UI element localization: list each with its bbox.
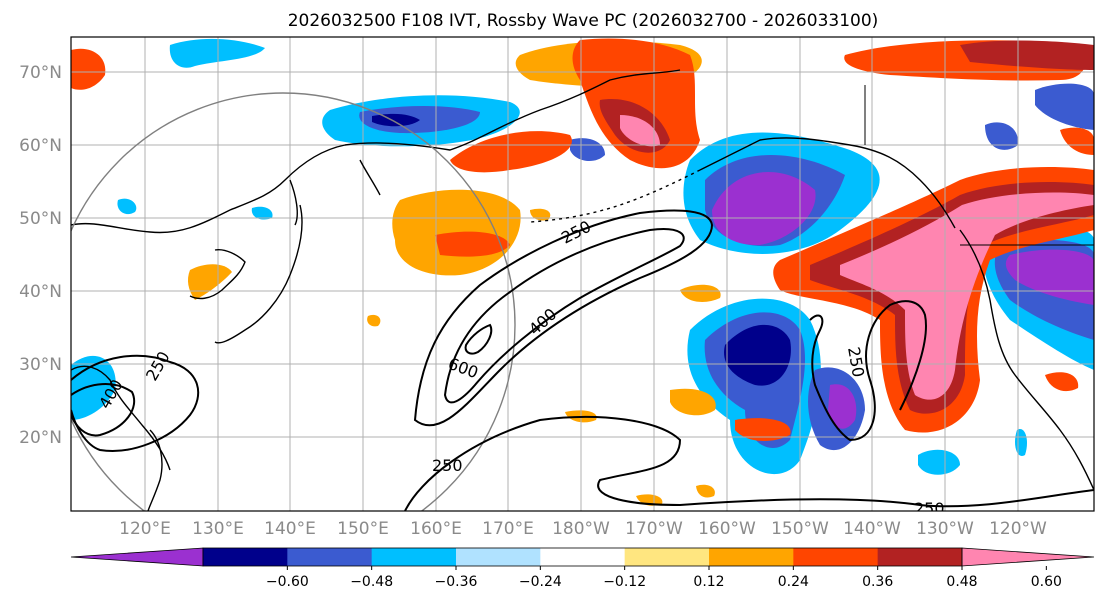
longitude-labels: 120°E 130°E 140°E 150°E 160°E 170°E 180°… xyxy=(119,519,1047,539)
ivt-blob-positive xyxy=(1045,372,1079,392)
lon-label: 150°W xyxy=(771,519,829,539)
contour-600 xyxy=(464,323,493,355)
colorbar-tick-label: 0.48 xyxy=(946,574,977,590)
ivt-blob-negative xyxy=(918,449,960,475)
ivt-blob-negative xyxy=(828,384,857,429)
lon-label: 170°E xyxy=(482,519,534,539)
lon-label: 130°W xyxy=(916,519,974,539)
contour-label: 250 xyxy=(432,456,463,475)
ivt-contours xyxy=(71,209,1094,511)
colorbar: −0.60 −0.48 −0.36 −0.24 −0.12 0.12 0.24 0.36 0.4… xyxy=(70,547,1095,590)
ivt-blob-negative xyxy=(359,106,480,134)
ivt-blob-negative xyxy=(251,206,273,220)
japan-coastline xyxy=(214,204,303,344)
figure-title: 2026032500 F108 IVT, Rossby Wave PC (202… xyxy=(288,11,879,31)
colorbar-tick-label: −0.24 xyxy=(519,574,562,590)
colorbar-segment xyxy=(709,548,794,566)
lat-label: 40°N xyxy=(19,282,62,302)
ivt-blob-positive xyxy=(696,484,715,498)
colorbar-segment xyxy=(624,548,710,566)
aleutian-chain xyxy=(529,169,701,223)
ivt-blob-negative xyxy=(712,171,816,246)
lon-label: 160°E xyxy=(410,519,462,539)
colorbar-tick-label: 0.24 xyxy=(778,574,809,590)
map-frame xyxy=(70,36,1095,512)
lat-label: 60°N xyxy=(19,136,62,156)
lat-label: 20°N xyxy=(19,428,62,448)
contour-400 xyxy=(443,228,685,404)
colorbar-segment xyxy=(371,548,457,566)
positive-anomaly-fill xyxy=(71,38,1094,506)
colorbar-segment xyxy=(877,548,963,566)
range-circle xyxy=(71,92,516,511)
ivt-blob-positive xyxy=(620,115,660,147)
ivt-blob-positive xyxy=(840,192,1094,400)
lat-label: 70°N xyxy=(19,63,62,83)
colorbar-segment xyxy=(203,548,288,566)
colorbar-tick-label: 0.12 xyxy=(693,574,724,590)
ivt-blob-negative xyxy=(1035,83,1094,130)
latitude-labels: 70°N 60°N 50°N 40°N 30°N 20°N xyxy=(19,63,62,448)
alaska-coastline xyxy=(699,137,956,229)
lon-label: 130°E xyxy=(192,519,244,539)
colorbar-tick-label: −0.60 xyxy=(266,574,309,590)
sakhalin-coastline xyxy=(289,179,298,226)
colorbar-segment xyxy=(793,548,879,566)
ivt-blob-negative xyxy=(985,122,1019,150)
contour-250-east xyxy=(809,300,927,442)
coastlines xyxy=(71,69,1094,511)
map-panel: 250 400 600 250 250 250 400 250 70°N 60°… xyxy=(19,36,1095,539)
lon-label: 180°W xyxy=(552,519,610,539)
lon-label: 150°E xyxy=(337,519,389,539)
ivt-blob-negative xyxy=(724,324,791,386)
lat-label: 50°N xyxy=(19,209,62,229)
contour-400-west xyxy=(71,383,136,437)
negative-anomaly-fill xyxy=(71,38,1094,475)
ivt-blob-negative xyxy=(570,138,605,162)
colorbar-tick-label: −0.48 xyxy=(350,574,393,590)
colorbar-segment xyxy=(540,548,626,566)
ivt-blob-negative xyxy=(372,113,420,127)
colorbar-tick-label: 0.36 xyxy=(862,574,893,590)
contour-label: 250 xyxy=(914,499,945,518)
ivt-blob-positive xyxy=(960,40,1094,70)
north-america-west-coastline xyxy=(959,229,1094,491)
ivt-blob-positive xyxy=(680,284,721,302)
ivt-blob-negative xyxy=(169,38,265,68)
asia-coastline xyxy=(71,69,681,234)
ivt-blob-positive xyxy=(450,131,572,173)
lon-label: 160°W xyxy=(698,519,756,539)
colorbar-extend-high xyxy=(961,547,1095,567)
colorbar-frame xyxy=(202,547,963,567)
colorbar-tick-label: 0.60 xyxy=(1031,574,1062,590)
ivt-blob-positive xyxy=(367,314,381,327)
ivt-blob-positive xyxy=(71,48,106,90)
colorbar-extend-low xyxy=(70,547,204,567)
contour-250-south xyxy=(404,415,1094,511)
ivt-blob-positive xyxy=(1060,127,1094,155)
ivt-blob-positive xyxy=(435,231,510,257)
contour-250-west xyxy=(71,354,200,452)
lon-label: 120°W xyxy=(989,519,1047,539)
lon-label: 170°W xyxy=(625,519,683,539)
lon-label: 140°E xyxy=(264,519,316,539)
map-gridlines xyxy=(71,37,1094,511)
lon-label: 120°E xyxy=(119,519,171,539)
colorbar-tick-label: −0.12 xyxy=(603,574,646,590)
lat-label: 30°N xyxy=(19,355,62,375)
ivt-blob-negative xyxy=(117,198,137,215)
colorbar-segment xyxy=(456,548,541,566)
contour-250-main xyxy=(413,209,714,427)
colorbar-tick-label: −0.36 xyxy=(435,574,478,590)
lon-label: 140°W xyxy=(843,519,901,539)
ivt-blob-positive xyxy=(670,388,716,416)
korea-coastline xyxy=(189,248,246,300)
kamchatka-coastline xyxy=(359,159,381,196)
ivt-blob-positive xyxy=(735,418,791,442)
colorbar-segment xyxy=(287,548,373,566)
